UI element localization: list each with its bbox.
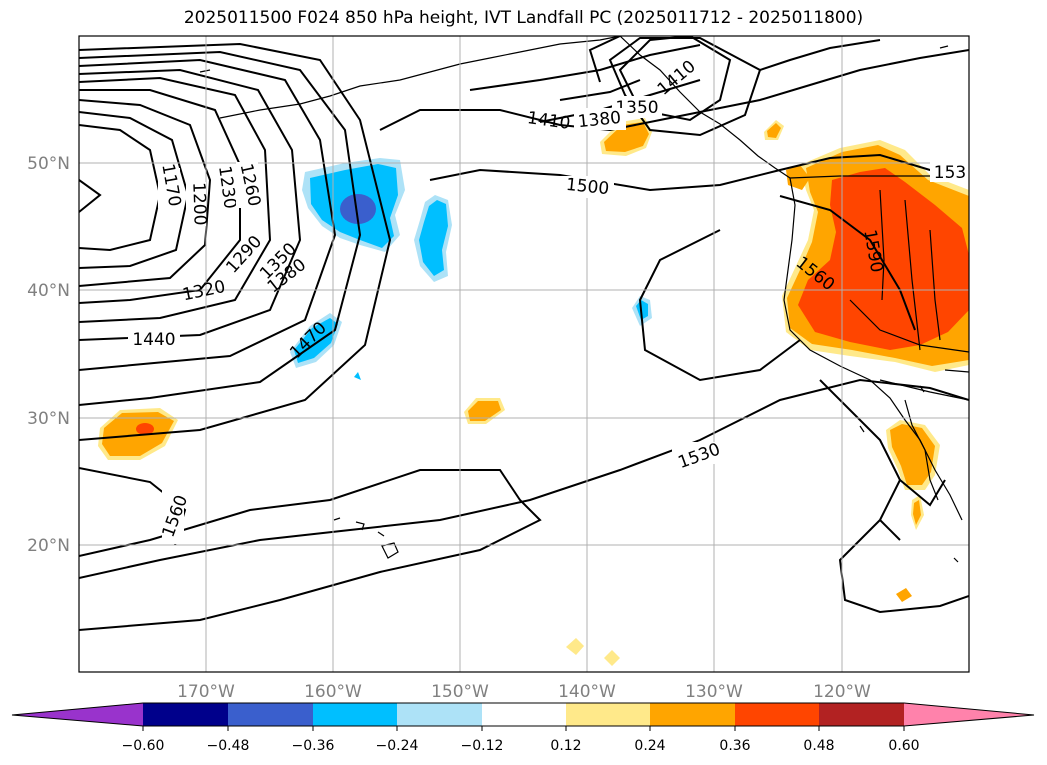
gridlines [79, 36, 969, 672]
colorbar-tick-label: −0.12 [461, 738, 504, 754]
colorbar-tick-label: −0.60 [122, 738, 165, 754]
lon-tick-label: 150°W [431, 682, 489, 702]
ivt-positive-shading [98, 118, 969, 666]
lon-tick-label: 120°W [813, 682, 871, 702]
colorbar-tick-label: −0.36 [292, 738, 335, 754]
colorbar-segment [566, 703, 652, 726]
colorbar-segment [313, 703, 399, 726]
colorbar-segment [397, 703, 483, 726]
colorbar-tick-label: −0.24 [376, 738, 419, 754]
contour-label: 1440 [132, 330, 175, 350]
colorbar-segment [228, 703, 314, 726]
height-contours [79, 36, 969, 631]
lat-tick-label: 50°N [27, 154, 70, 174]
lat-tick-label: 40°N [27, 281, 70, 301]
lon-tick-label: 130°W [685, 682, 743, 702]
lat-tick-label: 30°N [27, 409, 70, 429]
map-frame [78, 35, 970, 673]
colorbar: −0.60 −0.48 −0.36 −0.24 −0.12 0.12 0.24 … [11, 702, 1035, 754]
longitude-labels: 170°W 160°W 150°W 140°W 130°W 120°W [177, 682, 871, 702]
contour-label: 1380 [577, 108, 622, 132]
colorbar-tick-label: 0.60 [888, 738, 919, 754]
latitude-labels: 50°N 40°N 30°N 20°N [27, 154, 70, 556]
contour-label: 153 [934, 163, 966, 183]
lat-tick-label: 20°N [27, 536, 70, 556]
lon-tick-label: 160°W [304, 682, 362, 702]
colorbar-tick-label: −0.48 [207, 738, 250, 754]
colorbar-lower-extension [12, 703, 143, 726]
colorbar-segment [650, 703, 736, 726]
lon-tick-label: 170°W [177, 682, 235, 702]
contour-label: 1350 [615, 98, 658, 118]
lon-tick-label: 140°W [558, 682, 616, 702]
colorbar-segment [735, 703, 821, 726]
contour-label: 1500 [565, 175, 610, 199]
map-panel [79, 36, 969, 672]
colorbar-segment [143, 703, 229, 726]
colorbar-tick-label: 0.12 [550, 738, 581, 754]
colorbar-tick-label: 0.48 [803, 738, 834, 754]
colorbar-tick-label: 0.24 [634, 738, 665, 754]
contour-label: 1200 [188, 182, 209, 226]
colorbar-upper-extension [904, 703, 1034, 726]
chart-title: 2025011500 F024 850 hPa height, IVT Land… [183, 8, 864, 28]
colorbar-segment [482, 703, 568, 726]
colorbar-segment [819, 703, 905, 726]
colorbar-tick-label: 0.36 [719, 738, 750, 754]
